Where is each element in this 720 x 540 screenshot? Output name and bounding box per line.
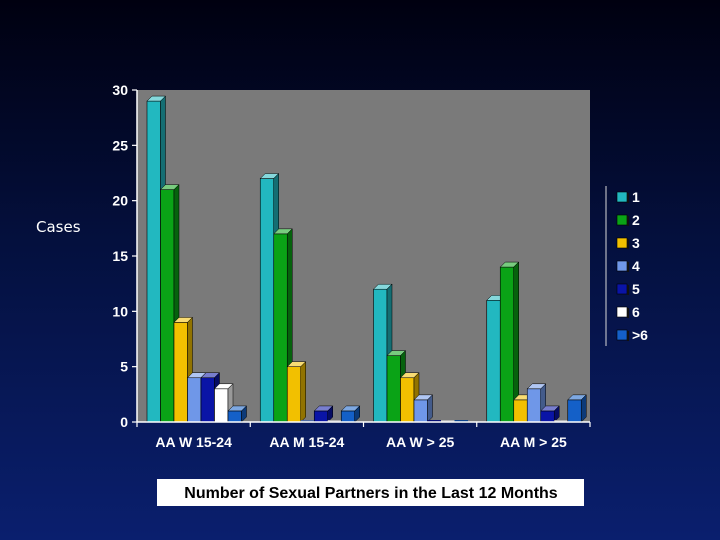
legend-swatch-shadow: [627, 193, 629, 203]
legend-label: 5: [632, 281, 640, 297]
bar-front: [540, 410, 555, 423]
bar: [286, 361, 307, 423]
bar: [413, 394, 434, 423]
legend-swatch-shadow: [627, 216, 629, 226]
bar-front: [454, 420, 468, 422]
bar: [313, 405, 334, 423]
x-tick-label: AA W > 25: [386, 434, 455, 450]
legend-swatch: [616, 283, 628, 295]
x-axis-label-box: [157, 479, 584, 506]
plot-area: [137, 90, 590, 422]
y-tick-label: 20: [112, 193, 128, 209]
y-tick-label: 0: [120, 414, 128, 430]
legend-item: 6: [616, 304, 640, 320]
bar: [327, 420, 342, 422]
x-axis-label: Number of Sexual Partners in the Last 12…: [184, 485, 558, 502]
bar-front: [413, 399, 428, 423]
bar-front: [373, 288, 388, 423]
bar-side: [581, 394, 587, 423]
legend-item: 1: [616, 189, 640, 205]
bar: [340, 405, 361, 423]
legend-item: >6: [616, 327, 648, 343]
bar-front: [526, 388, 542, 423]
legend-swatch: [616, 306, 628, 318]
bar-front: [259, 178, 275, 423]
bar-front: [146, 100, 161, 423]
x-tick-label: AA M 15-24: [269, 434, 344, 450]
y-tick-label: 25: [112, 137, 128, 153]
bar-front: [227, 410, 242, 423]
legend-swatch-shadow: [627, 239, 629, 249]
bar-front: [554, 420, 568, 422]
legend-item: 3: [616, 235, 640, 251]
bar-front: [187, 377, 202, 423]
x-tick-label: AA M > 25: [500, 434, 567, 450]
bars-layer: [146, 95, 587, 423]
y-tick-label: 30: [112, 82, 128, 98]
bar: [300, 420, 315, 422]
legend-swatch: [616, 329, 628, 341]
legend-swatch: [616, 237, 628, 249]
bar-side: [354, 405, 360, 423]
legend-swatch-shadow: [627, 331, 629, 341]
legend-item: 5: [616, 281, 640, 297]
bar-side: [554, 405, 560, 423]
legend-swatch: [616, 260, 628, 272]
y-tick-label: 5: [120, 359, 128, 375]
bar: [441, 420, 455, 422]
bar-front: [400, 377, 415, 423]
bar-front: [300, 420, 315, 422]
bar-front: [427, 420, 441, 422]
bar-front: [273, 233, 288, 423]
bar-front: [313, 410, 329, 423]
legend-label: >6: [632, 327, 648, 343]
bar-side: [300, 361, 306, 423]
legend-label: 3: [632, 235, 640, 251]
bar-front: [441, 420, 455, 422]
bar-front: [386, 355, 401, 423]
legend-swatch-shadow: [627, 285, 629, 295]
legend-swatch-shadow: [627, 308, 629, 318]
legend-label: 4: [632, 258, 640, 274]
bar: [427, 420, 441, 422]
bar-front: [327, 420, 342, 422]
bar-front: [214, 388, 229, 423]
bar-front: [173, 322, 188, 423]
y-tick-label: 10: [112, 303, 128, 319]
bar-front: [486, 299, 501, 423]
legend-label: 1: [632, 189, 640, 205]
legend-label: 6: [632, 304, 640, 320]
legend-swatch-shadow: [627, 262, 629, 272]
bar-front: [200, 377, 215, 423]
legend-item: 2: [616, 212, 640, 228]
bar: [567, 394, 587, 423]
legend: 1 2 3 4 5 6 >6: [605, 186, 648, 346]
bar-front: [567, 399, 582, 423]
bar: [454, 420, 468, 422]
x-tick-label: AA W 15-24: [155, 434, 232, 450]
bar-front: [160, 189, 175, 423]
bar-side: [327, 405, 333, 423]
legend-swatch: [616, 191, 628, 203]
bar: [213, 383, 234, 423]
y-tick-label: 15: [112, 248, 128, 264]
bar: [227, 405, 248, 423]
axes-layer: 0 5 10 15 20 25 30 AA W 15-24 AA M 15-24 AA W > 2…: [112, 82, 591, 450]
bar-side: [427, 394, 433, 423]
bar: [554, 420, 568, 422]
legend-item: 4: [616, 258, 640, 274]
bar: [540, 405, 560, 423]
y-axis-label: Cases: [36, 218, 81, 236]
bar-front: [499, 266, 515, 423]
legend-label: 2: [632, 212, 640, 228]
bar-front: [513, 399, 528, 423]
bar-side: [241, 405, 247, 423]
legend-swatch: [616, 214, 628, 226]
bar-front: [340, 410, 356, 423]
bar-front: [286, 366, 302, 423]
